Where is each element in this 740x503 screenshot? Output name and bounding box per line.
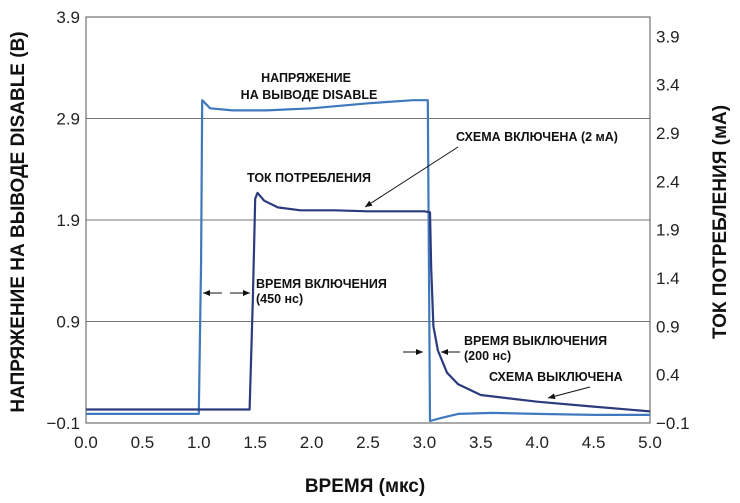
annotation-circuit-off-arrow (547, 386, 591, 400)
y-left-tick-label-3: 0.9 (56, 313, 80, 332)
y-right-tick-label-3: 2.4 (656, 172, 680, 191)
x-tick-label-2: 1.0 (187, 433, 211, 452)
grid (86, 16, 650, 424)
y-right-tick-label-7: 0.4 (656, 366, 680, 385)
y-right-tick-label-8: −0.1 (656, 414, 690, 433)
x-tick-label-3: 1.5 (243, 433, 267, 452)
x-tick-label-0: 0.0 (74, 433, 98, 452)
y-right-tick-label-4: 1.9 (656, 221, 680, 240)
y-right-tick-label-1: 3.4 (656, 76, 680, 95)
y-right-tick-label-5: 1.4 (656, 269, 680, 288)
annotation-turn-off-line2: (200 нс) (464, 349, 511, 363)
x-axis-title: ВРЕМЯ (мкс) (305, 476, 425, 497)
y-right-tick-label-0: 3.9 (656, 27, 680, 46)
y-right-tick-label-2: 2.9 (656, 124, 680, 143)
y-left-tick-label-2: 1.9 (56, 211, 80, 230)
annotation-circuit-on: СХЕМА ВКЛЮЧЕНА (2 мА) (456, 130, 618, 144)
y-left-tick-label-0: 3.9 (56, 8, 80, 27)
x-tick-label-9: 4.5 (582, 433, 606, 452)
annotation-voltage-line2: НА ВЫВОДЕ DISABLE (241, 88, 378, 102)
x-tick-label-10: 5.0 (638, 433, 662, 452)
series-current-line (86, 191, 651, 413)
annotation-turn-off-line1: ВРЕМЯ ВЫКЛЮЧЕНИЯ (464, 334, 607, 348)
annotation-circuit-on-arrow (364, 146, 459, 208)
series-layer (86, 99, 651, 423)
y-left-tick-label-4: −0.1 (46, 414, 80, 433)
annotation-turn-on-line2: (450 нс) (256, 292, 303, 306)
x-tick-label-5: 2.5 (356, 433, 380, 452)
x-tick-label-1: 0.5 (131, 433, 155, 452)
y-axis-right-title: ТОК ПОТРЕБЛЕНИЯ (мА) (710, 105, 731, 339)
plot-frame (85, 16, 651, 424)
x-tick-label-8: 4.0 (525, 433, 549, 452)
y-right-tick-label-6: 0.9 (656, 317, 680, 336)
annotation-supply-current: ТОК ПОТРЕБЛЕНИЯ (247, 171, 371, 185)
annotation-circuit-off: СХЕМА ВЫКЛЮЧЕНА (489, 370, 623, 384)
annotation-voltage-line1: НАПРЯЖЕНИЕ (261, 71, 351, 85)
tick-labels: 0.0 0.5 1.0 1.5 2.0 2.5 3.0 3.5 4.0 4.5 5.0 3.9 2.9 1… (46, 8, 689, 452)
series-voltage-line (86, 99, 650, 423)
x-tick-label-6: 3.0 (413, 433, 437, 452)
x-tick-label-7: 3.5 (469, 433, 493, 452)
x-tick-label-4: 2.0 (300, 433, 324, 452)
y-left-tick-label-1: 2.9 (56, 110, 80, 129)
y-axis-left-title: НАПРЯЖЕНИЕ НА ВЫВОДЕ DISABLE (В) (8, 31, 29, 412)
annotation-turn-on-line1: ВРЕМЯ ВКЛЮЧЕНИЯ (256, 277, 387, 291)
